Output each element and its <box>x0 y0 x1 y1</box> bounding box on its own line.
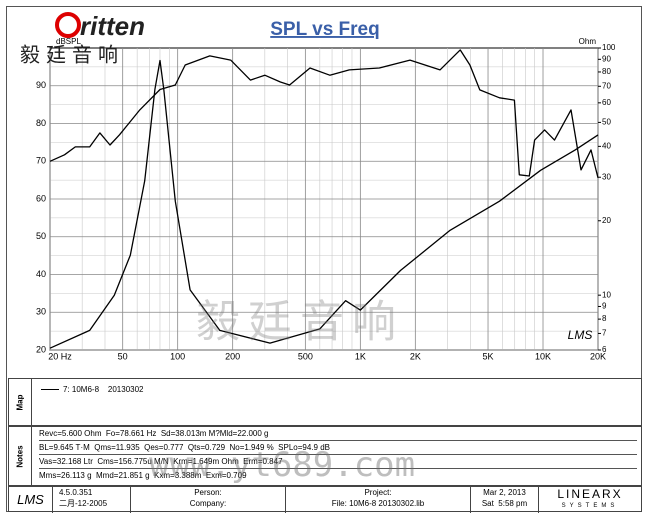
side: Map <box>9 379 32 425</box>
build-date: 二月-12-2005 <box>59 499 108 508</box>
x-tick-label: 20 Hz <box>48 351 72 361</box>
y-tick-label: 70 <box>36 156 46 166</box>
y2-tick-label: 100 <box>602 43 616 52</box>
watermark: www.yt689.com <box>149 445 416 485</box>
y2-tick-label: 8 <box>602 314 607 323</box>
y-tick-label: 20 <box>36 344 46 354</box>
x-tick-label: 2K <box>410 351 421 361</box>
y2-tick-label: 20 <box>602 216 611 225</box>
logo-mark <box>55 12 81 38</box>
x-tick-label: 10K <box>535 351 551 361</box>
y2-tick-label: 6 <box>602 345 607 354</box>
note-line: Mms=26.113 g Mmd=21.851 g Kxm=3.388m Exm… <box>39 471 247 480</box>
project: Project: <box>364 488 392 497</box>
y2-tick-label: 60 <box>602 98 611 107</box>
y2-tick-label: 40 <box>602 141 611 150</box>
chart: SPL vs Freq dBSPL Ohm ritten 毅廷音响 LMS 毅廷… <box>20 11 616 362</box>
footer-project: Project: File: 10M6-8 20130302.lib <box>286 487 471 513</box>
series-line <box>49 59 599 349</box>
logo-chinese: 毅廷音响 <box>20 43 124 67</box>
note-line: Vas=32.168 Ltr Cms=156.775u M/N Krm=1.64… <box>39 455 637 469</box>
x-tick-label: 20K <box>590 351 606 361</box>
series-line <box>49 49 599 179</box>
side: Notes <box>9 427 32 485</box>
y2-tick-label: 30 <box>602 172 611 181</box>
person: Person: <box>194 488 222 497</box>
date: Mar 2, 2013 <box>483 488 526 497</box>
x-tick-label: 50 <box>118 351 128 361</box>
side-label: Notes <box>15 444 25 468</box>
side-label: Map <box>15 394 25 410</box>
y2-tick-label: 70 <box>602 81 611 90</box>
footer-version: 4.5.0.351 二月-12-2005 <box>53 487 131 513</box>
footer-date: Mar 2, 2013 Sat 5:58 pm <box>471 487 539 513</box>
footer-lms: LMS <box>9 487 53 513</box>
y2-tick-label: 7 <box>602 329 607 338</box>
y2-tick-label: 90 <box>602 54 611 63</box>
footer: LMS 4.5.0.351 二月-12-2005 Person: Company: … <box>8 486 642 513</box>
note-line: BL=9.645 T·M Qms=11.935 Qes=0.777 Qts=0.… <box>39 441 637 455</box>
chart-title: SPL vs Freq <box>270 19 379 40</box>
y-tick-label: 60 <box>36 193 46 203</box>
vendor: LINEARX <box>557 487 623 501</box>
legend: 7: 10M6-8 20130302 <box>41 385 144 394</box>
y-tick-label: 50 <box>36 231 46 241</box>
legend-label: 7: 10M6-8 20130302 <box>63 385 144 394</box>
footer-vendor: LINEARX SYSTEMS <box>539 487 641 513</box>
footer-person: Person: Company: <box>131 487 286 513</box>
logo-brand: ritten <box>80 11 145 41</box>
y-tick-label: 90 <box>36 80 46 90</box>
x-tick-label: 1K <box>355 351 366 361</box>
y-axis-label: dBSPL <box>56 37 81 46</box>
x-tick-label: 100 <box>170 351 185 361</box>
x-tick-label: 200 <box>225 351 240 361</box>
time: Sat 5:58 pm <box>481 499 528 508</box>
y2-tick-label: 80 <box>602 67 611 76</box>
y2-axis-label: Ohm <box>579 37 597 46</box>
x-tick-label: 5K <box>483 351 494 361</box>
file: File: 10M6-8 20130302.lib <box>331 499 425 508</box>
notes-panel: Notes Revc=5.600 Ohm Fo=78.661 Hz Sd=38.… <box>8 426 642 486</box>
note-line: Revc=5.600 Ohm Fo=78.661 Hz Sd=38.013m M… <box>39 427 637 441</box>
y2-tick-label: 10 <box>602 290 611 299</box>
legend-swatch <box>41 389 59 390</box>
y-tick-label: 40 <box>36 269 46 279</box>
map-panel: Map 7: 10M6-8 20130302 <box>8 378 642 426</box>
company: Company: <box>189 499 227 508</box>
y2-tick-label: 9 <box>602 302 607 311</box>
x-tick-label: 500 <box>298 351 313 361</box>
y2-tick-label: 50 <box>602 118 611 127</box>
annotation: LMS <box>568 328 593 342</box>
vendor-sub: SYSTEMS <box>561 503 619 509</box>
y-tick-label: 80 <box>36 118 46 128</box>
y-tick-label: 30 <box>36 307 46 317</box>
version: 4.5.0.351 <box>59 488 93 497</box>
watermark: 毅廷音响 <box>196 297 404 348</box>
